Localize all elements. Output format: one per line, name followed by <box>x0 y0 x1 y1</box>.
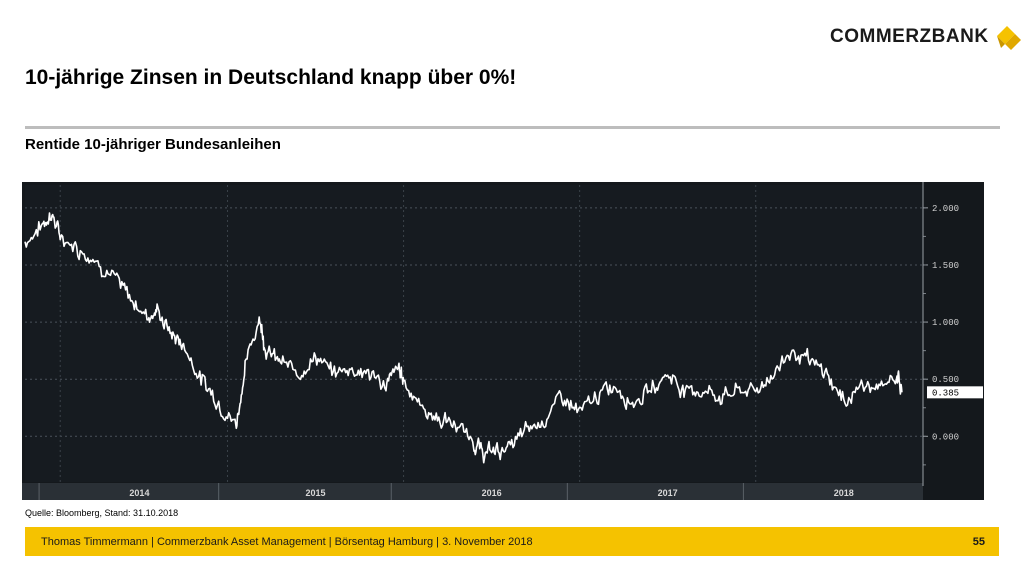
x-tick-label: 2017 <box>658 488 678 498</box>
chart-subtitle: Rentide 10-jähriger Bundesanleihen <box>25 136 281 153</box>
logo-text: COMMERZBANK <box>830 26 989 47</box>
source-note: Quelle: Bloomberg, Stand: 31.10.2018 <box>25 508 179 518</box>
last-value-box <box>927 386 983 399</box>
y-tick-label: 2.000 <box>932 204 959 214</box>
y-tick-label: 0.500 <box>932 375 959 385</box>
x-tick-label: 2018 <box>834 488 854 498</box>
page-number: 55 <box>972 535 985 548</box>
y-tick-label: 1.000 <box>932 318 959 328</box>
y-axis: 2.000 1.500 1.000 0.500 0.000 <box>922 182 959 486</box>
x-axis-band <box>22 483 923 500</box>
yield-series-line <box>24 212 903 464</box>
x-axis: 2014 2015 2016 2017 2018 <box>22 483 923 500</box>
commerzbank-logo: COMMERZBANK <box>830 24 1023 50</box>
page-title: 10-jährige Zinsen in Deutschland knapp ü… <box>25 66 517 89</box>
x-tick-label: 2014 <box>129 488 149 498</box>
footer-bar: Thomas Timmermann | Commerzbank Asset Ma… <box>25 527 999 556</box>
title-divider <box>25 126 1000 129</box>
y-tick-label: 1.500 <box>932 261 959 271</box>
chart-series <box>24 212 903 464</box>
ribbon-logo-icon <box>996 26 1021 50</box>
y-tick-label: 0.000 <box>932 432 959 442</box>
last-value-label: 0.385 <box>932 388 959 398</box>
x-tick-label: 2015 <box>306 488 326 498</box>
footer-text: Thomas Timmermann | Commerzbank Asset Ma… <box>41 535 533 548</box>
last-value-marker: 0.385 <box>927 386 983 399</box>
chart-plot-area <box>25 185 923 482</box>
bond-yield-chart: 2014 2015 2016 2017 2018 2.000 1.500 1.000 0.50… <box>22 182 984 500</box>
x-tick-label: 2016 <box>482 488 502 498</box>
